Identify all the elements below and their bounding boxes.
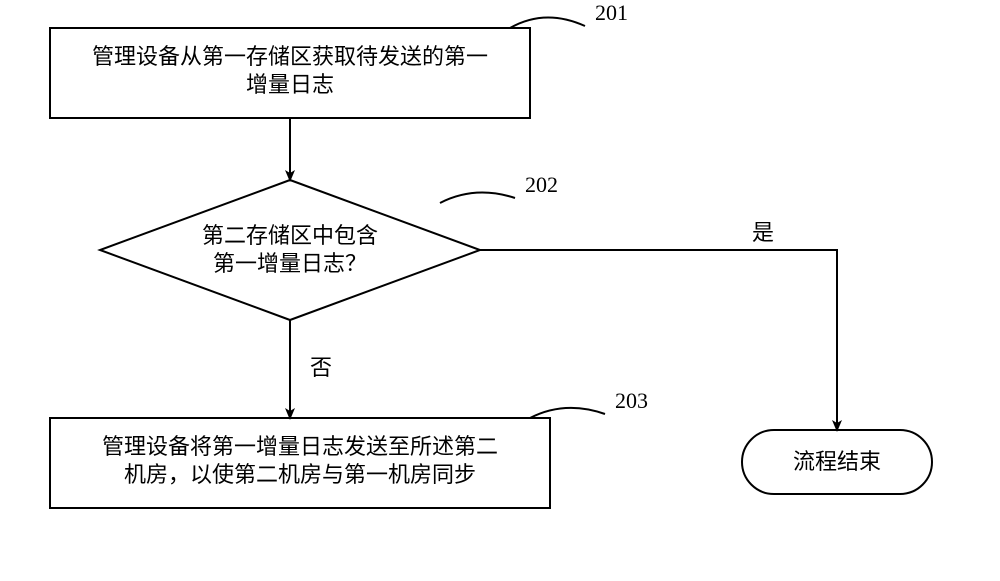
step-201-line1: 管理设备从第一存储区获取待发送的第一 [92,44,488,69]
decision-202-line1: 第二存储区中包含 [202,223,378,248]
flowchart-canvas: 管理设备从第一存储区获取待发送的第一 增量日志 201 第二存储区中包含 第一增… [0,0,1000,581]
callout-201-tick [510,17,585,28]
step-203-line1: 管理设备将第一增量日志发送至所述第二 [102,434,498,459]
callout-203-label: 203 [615,388,648,413]
callout-202-tick [440,193,515,203]
end-label: 流程结束 [793,449,881,474]
decision-202: 第二存储区中包含 第一增量日志？ 202 [100,172,558,320]
step-201-line2: 增量日志 [246,72,334,97]
terminator-end: 流程结束 [742,430,932,494]
process-step-201: 管理设备从第一存储区获取待发送的第一 增量日志 201 [50,0,628,118]
edge-no-label: 否 [310,355,332,380]
callout-201-label: 201 [595,0,628,25]
step-203-line2: 机房，以使第二机房与第一机房同步 [124,462,476,487]
decision-202-line2: 第一增量日志？ [213,251,367,276]
edge-202-to-end [480,250,837,430]
callout-202-label: 202 [525,172,558,197]
edge-yes-label: 是 [752,220,774,245]
process-step-203: 管理设备将第一增量日志发送至所述第二 机房，以使第二机房与第一机房同步 203 [50,388,648,508]
decision-202-diamond [100,180,480,320]
callout-203-tick [530,408,605,418]
edges: 否 是 [290,118,837,430]
